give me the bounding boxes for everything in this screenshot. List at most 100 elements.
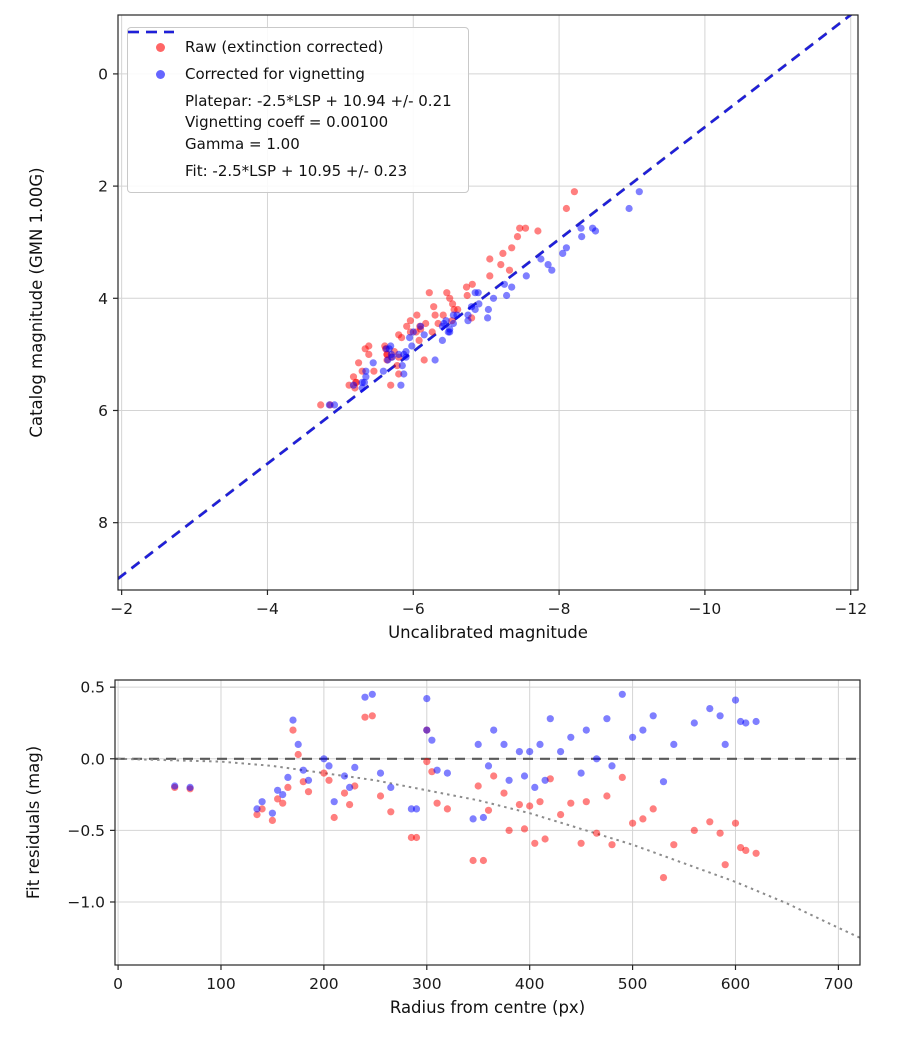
data-point [752,849,760,857]
legend-label: Raw (extinction corrected) [185,38,384,56]
data-point [346,801,354,809]
data-point [582,798,590,806]
y-tick-label: 0.0 [80,750,105,768]
data-point [475,300,483,308]
data-point [340,772,349,780]
y-tick-label: 4 [98,290,108,308]
data-point [557,748,565,756]
data-point [423,758,431,766]
data-point [400,350,408,358]
data-point [490,726,498,734]
data-point [284,773,292,782]
data-point [253,805,261,813]
data-point [355,359,363,367]
data-point [417,322,425,330]
data-point [387,381,395,389]
data-point [603,792,611,800]
data-point [516,224,524,232]
data-point [443,769,451,777]
data-point [406,334,414,342]
data-point [387,783,395,792]
legend-entry-raw: Raw (extinction corrected) [135,37,452,59]
data-point [384,356,392,364]
data-point [559,249,567,257]
data-point [635,188,643,196]
legend-label: Fit: -2.5*LSP + 10.95 +/- 0.23 [185,161,408,180]
data-point [625,204,633,213]
data-point [408,342,416,350]
data-point [449,319,457,328]
data-point [618,773,626,782]
data-point [639,726,647,734]
data-point [531,783,539,792]
y-axis-label: Catalog magnitude (GMN 1.00G) [27,167,46,437]
data-point [407,805,415,813]
data-point [453,311,461,319]
data-point [403,322,411,330]
data-point [171,782,179,790]
data-point [548,266,556,274]
data-point [349,373,358,381]
data-point [407,833,415,842]
data-point [423,726,431,734]
data-point [500,280,508,288]
y-tick-label: −1.0 [67,893,105,911]
data-point [433,766,441,774]
data-point [349,381,358,389]
data-point [398,362,406,370]
x-tick-label: 700 [824,975,854,993]
data-point [484,314,492,322]
data-point [618,690,626,698]
data-point [428,736,436,744]
data-point [557,811,565,819]
data-point [659,874,668,882]
data-point [521,224,530,232]
data-point [578,233,586,241]
data-point [361,693,369,701]
data-point [522,272,530,280]
data-point [752,717,760,726]
data-point [361,713,369,721]
x-tick-label: 200 [309,975,339,993]
data-point [690,826,698,835]
data-point [503,291,511,300]
data-point [536,740,544,749]
data-point [443,805,451,813]
series-points [171,690,760,823]
x-tick-label: −10 [689,600,722,618]
data-point [474,740,482,749]
data-point [567,733,575,741]
y-tick-label: 0 [98,65,108,83]
data-point [593,829,601,837]
data-point [567,799,575,807]
data-point [721,740,729,749]
data-point [423,695,431,703]
data-point [430,303,438,311]
data-point [412,805,421,813]
data-point [486,255,494,263]
data-point [500,789,508,797]
data-point [577,224,585,232]
data-point [351,763,359,772]
data-point [325,762,333,770]
data-point [544,261,552,269]
x-tick-label: −12 [834,600,867,618]
data-point [474,782,482,790]
data-point [462,283,471,291]
x-tick-label: −2 [110,600,133,618]
data-point [289,716,297,724]
data-point [570,188,579,196]
data-point [479,856,487,865]
data-point [513,233,522,241]
data-point [690,719,698,727]
data-point [531,839,539,847]
data-point [304,776,313,784]
data-point [395,370,403,378]
data-point [534,227,542,235]
data-point [490,772,498,780]
data-point [526,748,534,756]
data-point [593,755,601,763]
data-point [387,342,395,350]
data-point [484,806,493,814]
